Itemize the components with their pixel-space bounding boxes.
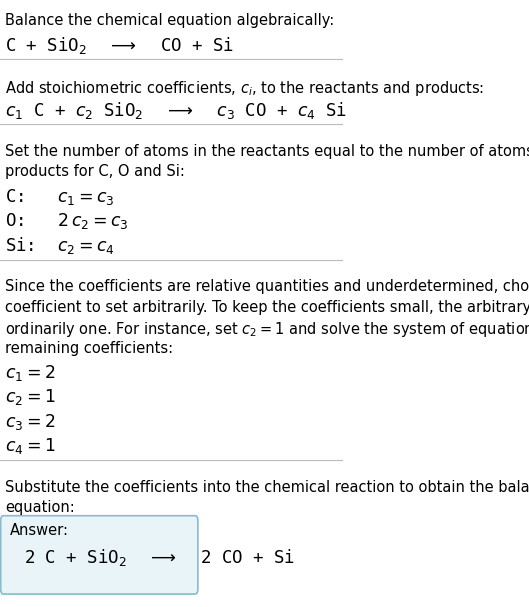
Text: remaining coefficients:: remaining coefficients:	[5, 341, 174, 356]
Text: products for C, O and Si:: products for C, O and Si:	[5, 164, 185, 179]
Text: Set the number of atoms in the reactants equal to the number of atoms in the: Set the number of atoms in the reactants…	[5, 144, 529, 159]
Text: 2 C + SiO$_2$  $\longrightarrow$  2 CO + Si: 2 C + SiO$_2$ $\longrightarrow$ 2 CO + S…	[24, 547, 295, 568]
Text: Si:  $c_2 = c_4$: Si: $c_2 = c_4$	[5, 236, 115, 256]
Text: Answer:: Answer:	[10, 523, 69, 538]
Text: Balance the chemical equation algebraically:: Balance the chemical equation algebraica…	[5, 13, 334, 29]
Text: $c_1$ C + $c_2$ SiO$_2$  $\longrightarrow$  $c_3$ CO + $c_4$ Si: $c_1$ C + $c_2$ SiO$_2$ $\longrightarrow…	[5, 100, 348, 121]
Text: $c_4 = 1$: $c_4 = 1$	[5, 436, 56, 456]
Text: C:   $c_1 = c_3$: C: $c_1 = c_3$	[5, 187, 115, 207]
Text: ordinarily one. For instance, set $c_2 = 1$ and solve the system of equations fo: ordinarily one. For instance, set $c_2 =…	[5, 320, 529, 339]
Text: equation:: equation:	[5, 500, 75, 515]
FancyBboxPatch shape	[1, 516, 198, 594]
Text: $c_1 = 2$: $c_1 = 2$	[5, 363, 56, 383]
Text: coefficient to set arbitrarily. To keep the coefficients small, the arbitrary va: coefficient to set arbitrarily. To keep …	[5, 300, 529, 314]
Text: Substitute the coefficients into the chemical reaction to obtain the balanced: Substitute the coefficients into the che…	[5, 480, 529, 495]
Text: $c_3 = 2$: $c_3 = 2$	[5, 412, 56, 432]
Text: O:   $2\,c_2 = c_3$: O: $2\,c_2 = c_3$	[5, 211, 129, 231]
Text: Since the coefficients are relative quantities and underdetermined, choose a: Since the coefficients are relative quan…	[5, 279, 529, 294]
Text: C + SiO$_2$  $\longrightarrow$  CO + Si: C + SiO$_2$ $\longrightarrow$ CO + Si	[5, 35, 234, 56]
Text: Add stoichiometric coefficients, $c_i$, to the reactants and products:: Add stoichiometric coefficients, $c_i$, …	[5, 79, 485, 98]
Text: $c_2 = 1$: $c_2 = 1$	[5, 387, 56, 407]
